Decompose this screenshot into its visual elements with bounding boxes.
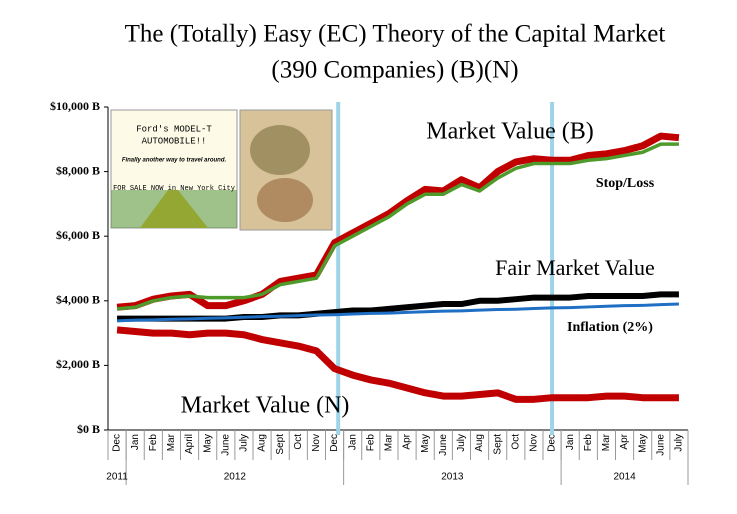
- x-tick-label: June: [220, 434, 231, 456]
- x-tick-label: Oct: [293, 434, 304, 450]
- y-tick-label: $4,000 B: [56, 293, 100, 307]
- x-tick-label: Mar: [166, 433, 177, 451]
- x-tick-label: Feb: [583, 434, 594, 452]
- year-label: 2013: [441, 472, 464, 483]
- x-tick-label: July: [239, 434, 250, 452]
- x-tick-label: June: [655, 434, 666, 456]
- series-label: Stop/Loss: [596, 176, 655, 191]
- ad-line: AUTOMOBILE!!: [142, 136, 207, 146]
- series-label: Market Value (N): [181, 393, 350, 419]
- x-tick-label: Jan: [130, 434, 141, 450]
- x-tick-label: Dec: [547, 434, 558, 452]
- series-line: [116, 132, 680, 311]
- year-label: 2014: [613, 472, 636, 483]
- x-tick-label: Mar: [601, 433, 612, 451]
- x-tick-label: May: [637, 434, 648, 453]
- x-tick-label: Apr: [619, 433, 630, 449]
- ad-image: Ford's MODEL-T AUTOMOBILE!! Finally anot…: [110, 109, 238, 229]
- y-tick-label: $8,000 B: [56, 163, 100, 177]
- x-tick-label: Sept: [275, 434, 286, 455]
- chart-title: The (Totally) Easy (EC) Theory of the Ca…: [125, 21, 666, 48]
- y-tick-label: $6,000 B: [56, 228, 100, 242]
- figures: [257, 178, 313, 222]
- x-tick-label: Sept: [492, 434, 503, 455]
- chart-subtitle: (390 Companies) (B)(N): [271, 57, 518, 84]
- x-tick-label: Dec: [329, 434, 340, 452]
- year-label: 2011: [106, 472, 128, 483]
- painting: [239, 109, 333, 231]
- y-tick-label: $10,000 B: [50, 99, 100, 113]
- x-tick-label: July: [674, 434, 685, 452]
- ad-line: Finally another way to travel around.: [122, 158, 227, 164]
- x-tick-label: April: [184, 434, 195, 454]
- x-tick-label: Aug: [257, 434, 268, 452]
- x-tick-label: May: [420, 434, 431, 453]
- year-label: 2012: [224, 472, 247, 483]
- x-tick-label: Jan: [347, 434, 358, 450]
- x-tick-label: Oct: [510, 434, 521, 450]
- x-tick-label: May: [202, 434, 213, 453]
- x-tick-label: Dec: [112, 434, 123, 452]
- x-tick-label: Apr: [402, 433, 413, 449]
- x-tick-label: Feb: [148, 434, 159, 452]
- x-tick-label: Jan: [565, 434, 576, 450]
- ad-line: FOR SALE NOW in New York City: [113, 185, 235, 193]
- x-tick-label: June: [438, 434, 449, 456]
- series-line: [117, 302, 679, 323]
- y-tick-label: $2,000 B: [56, 357, 100, 371]
- x-tick-label: Nov: [529, 434, 540, 452]
- x-tick-label: Mar: [384, 433, 395, 451]
- series-line: [116, 326, 679, 403]
- grass: [111, 190, 237, 228]
- series-label: Inflation (2%): [567, 320, 653, 335]
- y-tick-label: $0 B: [77, 422, 100, 436]
- x-tick-label: Aug: [474, 434, 485, 452]
- series-line: [116, 142, 679, 311]
- series-label: Fair Market Value: [495, 255, 655, 280]
- x-tick-label: July: [456, 434, 467, 452]
- ad-line: Ford's MODEL-T: [136, 124, 212, 134]
- series-label: Market Value (B): [426, 119, 594, 145]
- tree: [250, 125, 310, 175]
- x-tick-label: Feb: [365, 434, 376, 452]
- x-tick-label: Nov: [311, 434, 322, 452]
